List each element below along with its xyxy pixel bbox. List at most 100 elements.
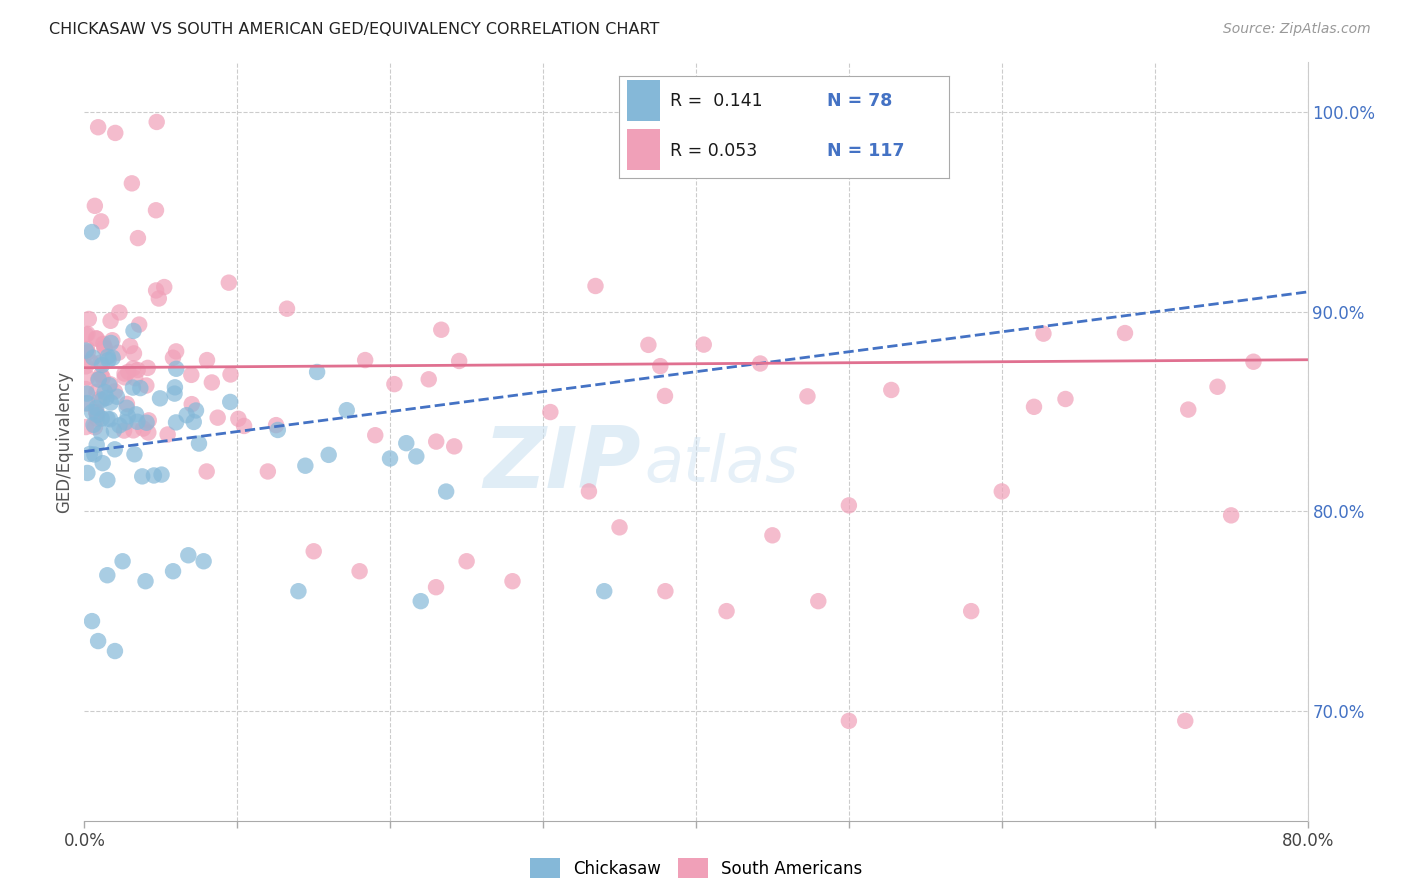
Point bbox=[184, 403, 207, 417]
Point bbox=[75, 343, 97, 358]
Point bbox=[538, 405, 561, 419]
Point bbox=[880, 383, 903, 397]
Point bbox=[749, 357, 772, 371]
Point bbox=[960, 604, 983, 618]
Point bbox=[201, 376, 224, 390]
Point bbox=[124, 447, 146, 461]
Point bbox=[1220, 508, 1243, 523]
Point bbox=[86, 384, 108, 399]
Point bbox=[1177, 402, 1199, 417]
Point bbox=[593, 584, 616, 599]
Point bbox=[79, 447, 101, 461]
Point bbox=[104, 384, 127, 399]
Point bbox=[103, 424, 125, 438]
Point bbox=[425, 580, 447, 594]
FancyBboxPatch shape bbox=[627, 80, 659, 121]
Point bbox=[121, 177, 143, 191]
Point bbox=[430, 323, 453, 337]
Point bbox=[75, 396, 97, 410]
Text: atlas: atlas bbox=[644, 434, 799, 495]
Point bbox=[76, 342, 98, 356]
Point bbox=[180, 368, 202, 382]
Point bbox=[108, 418, 131, 433]
Point bbox=[87, 372, 110, 386]
Point bbox=[98, 378, 121, 392]
Point bbox=[153, 280, 176, 294]
Point bbox=[138, 413, 160, 427]
Point bbox=[86, 406, 108, 420]
Point bbox=[228, 411, 250, 425]
Point bbox=[267, 423, 290, 437]
Point bbox=[93, 384, 115, 399]
Point bbox=[122, 361, 145, 376]
Point bbox=[127, 415, 149, 429]
Point bbox=[76, 396, 98, 410]
Point bbox=[354, 353, 377, 368]
Point bbox=[637, 338, 659, 352]
Point bbox=[693, 337, 716, 351]
Point bbox=[578, 484, 600, 499]
Point bbox=[128, 318, 150, 332]
Point bbox=[193, 554, 215, 568]
Point bbox=[104, 442, 127, 457]
Point bbox=[336, 403, 359, 417]
Point bbox=[90, 411, 112, 425]
Point bbox=[294, 458, 316, 473]
Point bbox=[100, 335, 122, 350]
Point bbox=[502, 574, 524, 589]
Text: ZIP: ZIP bbox=[484, 423, 641, 506]
Point bbox=[76, 370, 98, 384]
Text: R =  0.141: R = 0.141 bbox=[669, 93, 762, 111]
Point bbox=[150, 467, 173, 482]
Legend: Chickasaw, South Americans: Chickasaw, South Americans bbox=[523, 852, 869, 884]
Point bbox=[287, 584, 309, 599]
Point bbox=[80, 614, 103, 628]
Point bbox=[91, 456, 114, 470]
Point bbox=[101, 333, 124, 347]
FancyBboxPatch shape bbox=[627, 129, 659, 170]
Point bbox=[449, 354, 471, 368]
Point bbox=[418, 372, 440, 386]
Point bbox=[93, 336, 115, 351]
Point bbox=[395, 436, 418, 450]
Point bbox=[195, 465, 218, 479]
Point bbox=[75, 359, 97, 374]
Point bbox=[98, 412, 121, 426]
Point bbox=[115, 401, 138, 415]
Point bbox=[425, 434, 447, 449]
Point bbox=[409, 594, 432, 608]
Point bbox=[1174, 714, 1197, 728]
Point bbox=[122, 423, 145, 437]
Point bbox=[105, 390, 128, 404]
Point bbox=[86, 411, 108, 425]
Point bbox=[1054, 392, 1077, 406]
Point bbox=[114, 367, 136, 381]
Point bbox=[219, 368, 242, 382]
Point bbox=[90, 214, 112, 228]
Point bbox=[148, 292, 170, 306]
Point bbox=[654, 389, 676, 403]
Point bbox=[136, 360, 159, 375]
Point bbox=[991, 484, 1014, 499]
Point bbox=[378, 451, 401, 466]
Point bbox=[761, 528, 783, 542]
Point bbox=[145, 203, 167, 218]
Point bbox=[443, 439, 465, 453]
Point bbox=[77, 312, 100, 326]
Point bbox=[135, 378, 157, 392]
Point bbox=[302, 544, 325, 558]
Point bbox=[96, 473, 118, 487]
Point bbox=[807, 594, 830, 608]
Point bbox=[131, 469, 153, 483]
Point bbox=[127, 363, 149, 377]
Point bbox=[165, 344, 187, 359]
Point bbox=[86, 438, 108, 452]
Point bbox=[108, 305, 131, 319]
Point bbox=[650, 359, 672, 373]
Point bbox=[195, 353, 218, 368]
Point bbox=[107, 345, 129, 359]
Point bbox=[82, 351, 104, 365]
Point bbox=[114, 370, 136, 384]
Point bbox=[165, 416, 187, 430]
Point bbox=[117, 365, 139, 379]
